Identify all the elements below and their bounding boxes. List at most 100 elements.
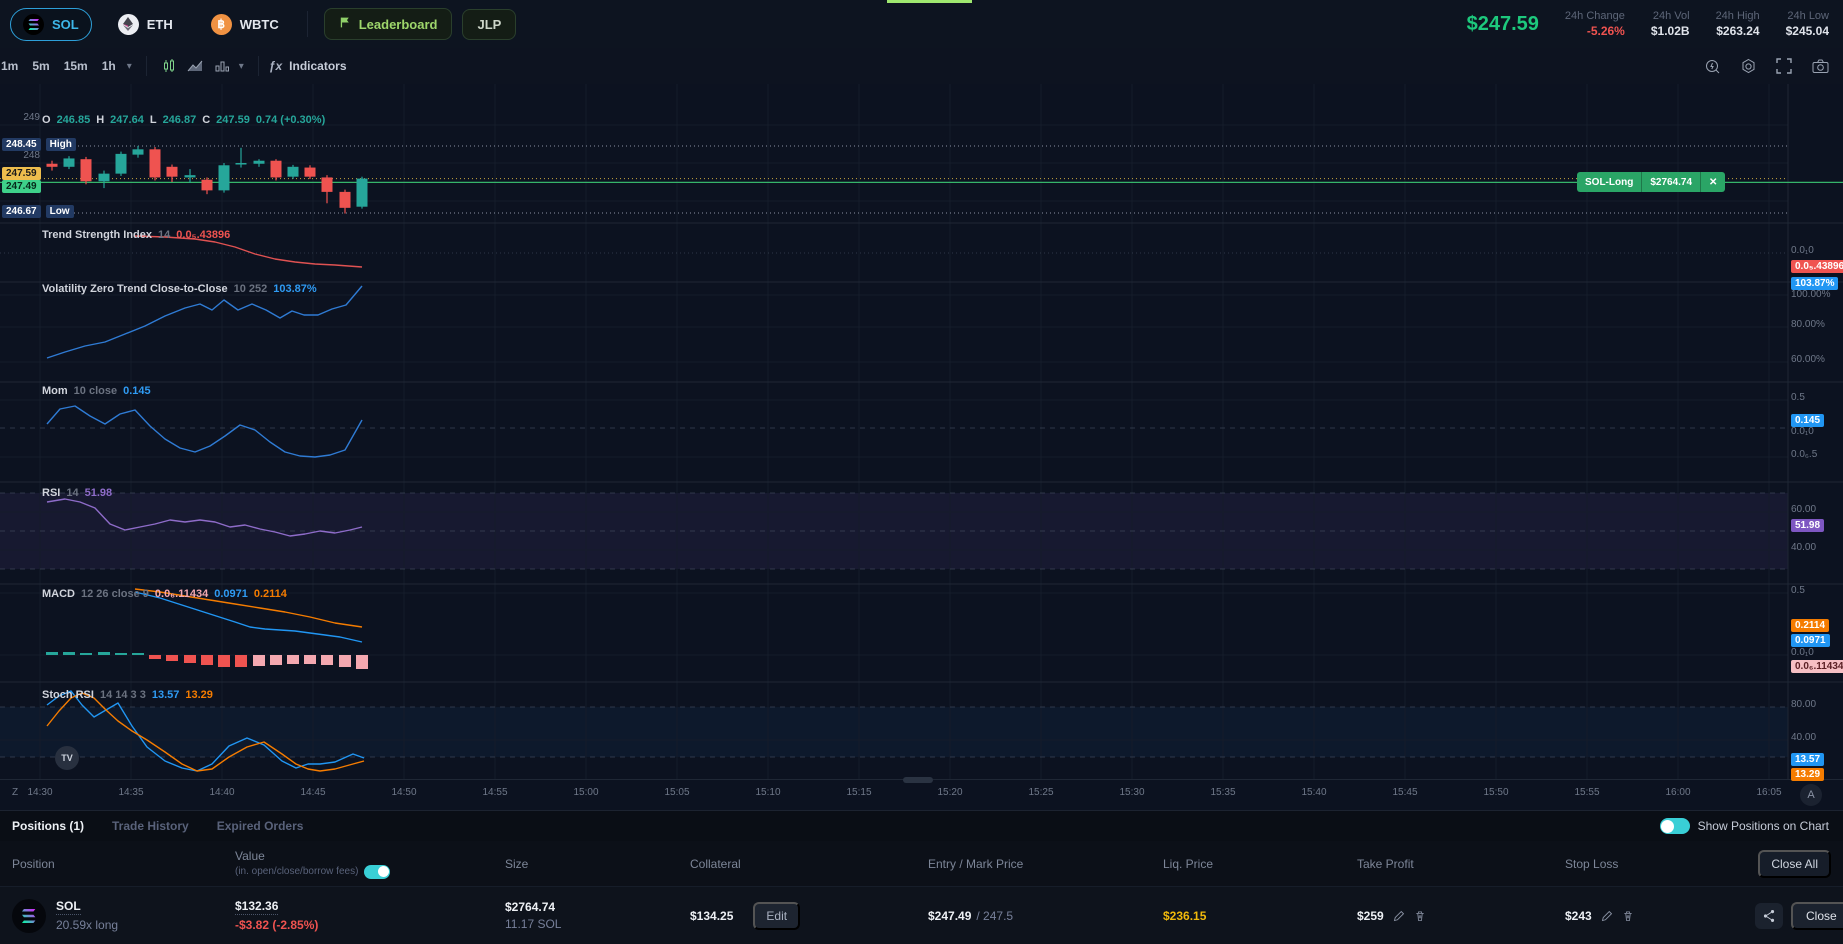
chart-toolbar: 1m 5m 15m 1h ▾ ▾ ƒx Indicators [0, 48, 1843, 85]
mom-line [46, 405, 363, 458]
timeframe-1h[interactable]: 1h [101, 59, 116, 73]
candlestick-style-icon[interactable] [157, 53, 183, 79]
indicator-axis-label: 0.0₁0 [1791, 647, 1814, 658]
settings-gear-icon[interactable] [1735, 53, 1761, 79]
token-eth-label: ETH [146, 16, 173, 32]
indicator-axis-label: 60.00 [1791, 504, 1817, 515]
edit-collateral-button[interactable]: Edit [753, 901, 801, 930]
indicators-button[interactable]: ƒx Indicators [269, 59, 347, 73]
candle-body [253, 160, 265, 164]
ohlc-segment: 247.59 [216, 114, 250, 126]
time-axis-label: 15:20 [937, 787, 963, 798]
position-entry-price: $247.49 [928, 908, 972, 923]
fullscreen-icon[interactable] [1771, 53, 1797, 79]
timeframe-dropdown-icon[interactable]: ▾ [126, 60, 132, 72]
camera-icon[interactable] [1807, 53, 1833, 79]
macd-hist-bar [321, 655, 333, 665]
time-axis-label: 16:00 [1665, 787, 1691, 798]
panel-resize-handle[interactable] [903, 777, 933, 783]
macd-hist-bar [149, 655, 161, 659]
bar-columns-icon[interactable] [209, 53, 235, 79]
pane-label-segment: 0.0₅.43896 [176, 229, 231, 241]
macd-hist-bar [270, 655, 282, 665]
macd-hist-bar [46, 652, 58, 655]
jlp-button[interactable]: JLP [462, 8, 517, 40]
stoch-d-line [46, 692, 365, 772]
indicator-axis-label: 40.00 [1791, 732, 1817, 743]
pane-label-segment: Trend Strength Index [42, 229, 153, 241]
position-badge-close-icon[interactable]: ✕ [1700, 172, 1725, 192]
top-bar: SOL ETH ฿ WBTC Leaderboard JLP $247.59 2… [0, 0, 1843, 49]
time-axis-label: 15:45 [1392, 787, 1418, 798]
position-liq-price: $236.15 [1163, 908, 1207, 923]
pane-label[interactable]: MACD 12 26 close 9 0.0₆.11434 0.0971 0.2114 [42, 588, 287, 600]
position-mark-price: / 247.5 [976, 908, 1014, 923]
tab-positions[interactable]: Positions (1) [12, 819, 85, 833]
pane-label[interactable]: Trend Strength Index 14 0.0₅.43896 [42, 229, 230, 241]
macd-hist-bar [235, 655, 247, 667]
candle-body [339, 191, 351, 208]
token-eth[interactable]: ETH [106, 9, 185, 40]
timeframe-5m[interactable]: 5m [32, 59, 50, 73]
time-axis[interactable]: Z 14:30 14:35 14:40 14:45 14:50 14:55 15:00 15:… [0, 777, 1843, 811]
pane-label-segment: 13.57 [151, 689, 180, 701]
tab-expired-orders[interactable]: Expired Orders [216, 819, 304, 833]
candle-body [80, 159, 92, 182]
show-positions-toggle[interactable] [1659, 818, 1690, 834]
indicator-axis-label: 40.00 [1791, 542, 1817, 553]
indicator-axis-label: 51.98 [1791, 519, 1825, 532]
fees-toggle[interactable] [364, 864, 391, 879]
pane-label-segment: RSI [42, 487, 61, 499]
chart-area: O 246.85 H 247.64 L 246.87 C 247.59 0.74 (+0.30%… [0, 84, 1843, 781]
auto-scale-button[interactable]: A [1800, 784, 1822, 806]
pane-label-segment: Stoch RSI [42, 689, 94, 701]
timezone-button[interactable]: Z [12, 787, 19, 798]
macd-hist-bar [253, 655, 265, 666]
alert-icon[interactable] [1699, 53, 1725, 79]
delete-stop-loss-icon[interactable] [1622, 910, 1634, 922]
time-axis-label: 15:25 [1028, 787, 1054, 798]
token-wbtc-label: WBTC [239, 16, 279, 32]
positions-header-row: Position Value (in. open/close/borrow fe… [0, 841, 1843, 886]
indicator-axis-label: 0.0₆.5 [1791, 449, 1818, 460]
position-line-badge[interactable]: SOL-Long $2764.74 ✕ [1577, 172, 1726, 192]
share-position-button[interactable] [1755, 902, 1783, 929]
pane-label[interactable]: Volatility Zero Trend Close-to-Close 10 2… [42, 283, 317, 295]
candle-body [235, 163, 247, 165]
pane-label-segment: 14 [66, 487, 79, 499]
position-pnl: -$3.82 (-2.85%) [235, 918, 319, 932]
pane-label[interactable]: Stoch RSI 14 14 3 3 13.57 13.29 [42, 689, 213, 701]
pane-label-segment: 13.29 [185, 689, 213, 701]
close-position-button[interactable]: Close [1791, 901, 1843, 930]
time-axis-label: 15:55 [1574, 787, 1600, 798]
positions-tabbar: Positions (1) Trade History Expired Orde… [0, 811, 1843, 841]
pane-label[interactable]: Mom 10 close 0.145 [42, 385, 151, 397]
area-chart-icon[interactable] [183, 53, 209, 79]
price-chart-canvas[interactable] [0, 84, 1843, 779]
positions-panel: Positions (1) Trade History Expired Orde… [0, 810, 1843, 944]
macd-hist-bar [132, 653, 144, 655]
tab-trade-history[interactable]: Trade History [112, 819, 189, 833]
pane-label[interactable]: RSI 14 51.98 [42, 487, 112, 499]
edit-stop-loss-icon[interactable] [1601, 910, 1613, 922]
macd-hist-bar [287, 655, 299, 664]
token-wbtc[interactable]: ฿ WBTC [199, 9, 291, 40]
candle-body [287, 166, 299, 177]
chart-style-dropdown-icon[interactable]: ▾ [238, 60, 244, 72]
timeframe-1m[interactable]: 1m [1, 59, 19, 73]
fx-icon: ƒx [268, 59, 283, 73]
ohlc-readout: O 246.85 H 247.64 L 246.87 C 247.59 0.74 (+0.30%… [42, 114, 325, 126]
leaderboard-button[interactable]: Leaderboard [323, 8, 453, 40]
tradingview-logo[interactable]: TV [55, 746, 79, 770]
macd-hist-bar [115, 653, 127, 655]
position-symbol[interactable]: SOL [56, 899, 81, 915]
edit-take-profit-icon[interactable] [1393, 910, 1405, 922]
time-axis-label: 14:50 [391, 787, 417, 798]
close-all-button[interactable]: Close All [1758, 849, 1831, 878]
timeframe-15m[interactable]: 15m [63, 59, 88, 73]
loading-bar [887, 0, 972, 3]
token-sol[interactable]: SOL [10, 7, 92, 41]
candle-body [356, 178, 368, 207]
delete-take-profit-icon[interactable] [1414, 910, 1426, 922]
position-value[interactable]: $132.36 [235, 899, 279, 915]
